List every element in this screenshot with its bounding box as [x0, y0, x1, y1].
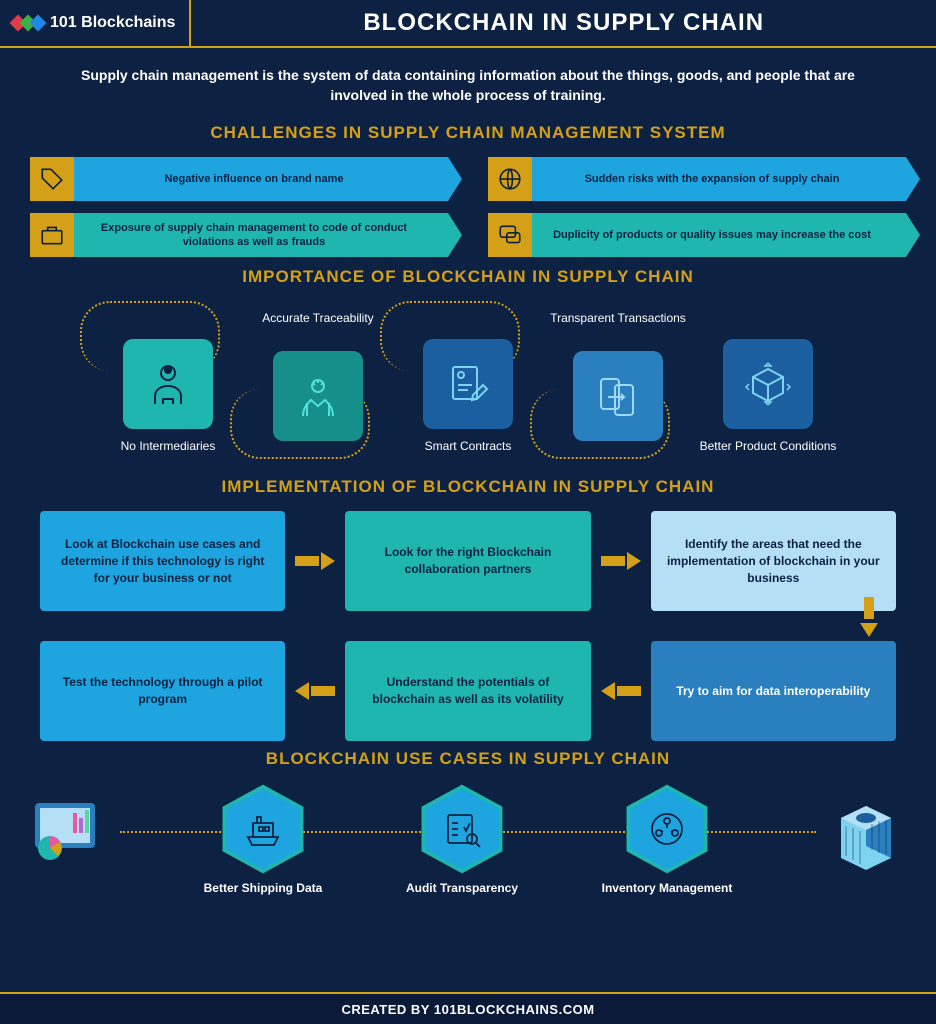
header: 101 Blockchains BLOCKCHAIN IN SUPPLY CHA…: [0, 0, 936, 48]
logo-cubes-icon: [14, 17, 44, 29]
usecases-section: Better Shipping Data Audit Transparency …: [0, 783, 936, 897]
hexagon-icon: [621, 783, 713, 875]
usecase-item: Inventory Management: [602, 783, 733, 897]
person-icon: [123, 339, 213, 429]
impl-text: Understand the potentials of blockchain …: [359, 674, 576, 708]
arrow-right-icon: [601, 554, 641, 568]
importance-label: Transparent Transactions: [550, 311, 686, 341]
impl-step: Test the technology through a pilot prog…: [40, 641, 285, 741]
challenges-heading: CHALLENGES IN SUPPLY CHAIN MANAGEMENT SY…: [0, 123, 936, 143]
chat-icon: [488, 213, 532, 257]
challenge-item: Negative influence on brand name: [30, 157, 448, 201]
ship-icon: [243, 809, 283, 849]
arrow-left-icon: [601, 684, 641, 698]
building-icon: [816, 783, 916, 883]
usecase-item: Audit Transparency: [406, 783, 518, 897]
phones-icon: [573, 351, 663, 441]
impl-text: Look for the right Blockchain collaborat…: [359, 544, 576, 578]
usecases-heading: BLOCKCHAIN USE CASES IN SUPPLY CHAIN: [0, 749, 936, 769]
challenge-item: Duplicity of products or quality issues …: [488, 213, 906, 257]
impl-text: Try to aim for data interoperability: [676, 683, 870, 700]
audit-icon: [442, 809, 482, 849]
importance-item: Accurate Traceability: [243, 311, 393, 469]
importance-item: No Intermediaries: [93, 311, 243, 469]
usecase-label: Audit Transparency: [406, 881, 518, 897]
footer-text: CREATED BY 101BLOCKCHAINS.COM: [0, 992, 936, 1024]
page-title: BLOCKCHAIN IN SUPPLY CHAIN: [191, 9, 936, 37]
tag-icon: [30, 157, 74, 201]
challenge-item: Sudden risks with the expansion of suppl…: [488, 157, 906, 201]
brand-name: 101 Blockchains: [50, 14, 175, 32]
globe-icon: [488, 157, 532, 201]
hexagon-icon: [217, 783, 309, 875]
implementation-heading: IMPLEMENTATION OF BLOCKCHAIN IN SUPPLY C…: [0, 477, 936, 497]
impl-text: Test the technology through a pilot prog…: [54, 674, 271, 708]
impl-step: Try to aim for data interoperability: [651, 641, 896, 741]
inventory-icon: [647, 809, 687, 849]
arrow-left-icon: [295, 684, 335, 698]
implementation-grid: Look at Blockchain use cases and determi…: [0, 511, 936, 741]
arrow-down-icon: [862, 597, 876, 637]
hands-icon: [273, 351, 363, 441]
importance-item: Better Product Conditions: [693, 311, 843, 469]
importance-heading: IMPORTANCE OF BLOCKCHAIN IN SUPPLY CHAIN: [0, 267, 936, 287]
usecase-label: Better Shipping Data: [204, 881, 323, 897]
challenges-grid: Negative influence on brand name Sudden …: [0, 157, 936, 257]
challenge-item: Exposure of supply chain management to c…: [30, 213, 448, 257]
importance-label: Better Product Conditions: [700, 439, 837, 469]
importance-label: Smart Contracts: [425, 439, 512, 469]
impl-step: Look for the right Blockchain collaborat…: [345, 511, 590, 611]
challenge-text: Sudden risks with the expansion of suppl…: [532, 157, 906, 201]
challenge-text: Exposure of supply chain management to c…: [74, 213, 448, 257]
brand-logo: 101 Blockchains: [0, 0, 191, 46]
impl-step: Identify the areas that need the impleme…: [651, 511, 896, 611]
box-icon: [723, 339, 813, 429]
dashboard-icon: [20, 783, 120, 883]
impl-step: Look at Blockchain use cases and determi…: [40, 511, 285, 611]
importance-item: Transparent Transactions: [543, 311, 693, 469]
importance-row: No Intermediaries Accurate Traceability …: [0, 301, 936, 469]
intro-text: Supply chain management is the system of…: [0, 48, 936, 115]
challenge-text: Negative influence on brand name: [74, 157, 448, 201]
usecase-item: Better Shipping Data: [204, 783, 323, 897]
impl-step: Understand the potentials of blockchain …: [345, 641, 590, 741]
impl-text: Look at Blockchain use cases and determi…: [54, 536, 271, 586]
arrow-right-icon: [295, 554, 335, 568]
contract-icon: [423, 339, 513, 429]
importance-label: No Intermediaries: [121, 439, 216, 469]
impl-text: Identify the areas that need the impleme…: [665, 536, 882, 586]
challenge-text: Duplicity of products or quality issues …: [532, 213, 906, 257]
usecase-label: Inventory Management: [602, 881, 733, 897]
importance-item: Smart Contracts: [393, 311, 543, 469]
importance-label: Accurate Traceability: [262, 311, 373, 341]
hexagon-icon: [416, 783, 508, 875]
briefcase-icon: [30, 213, 74, 257]
